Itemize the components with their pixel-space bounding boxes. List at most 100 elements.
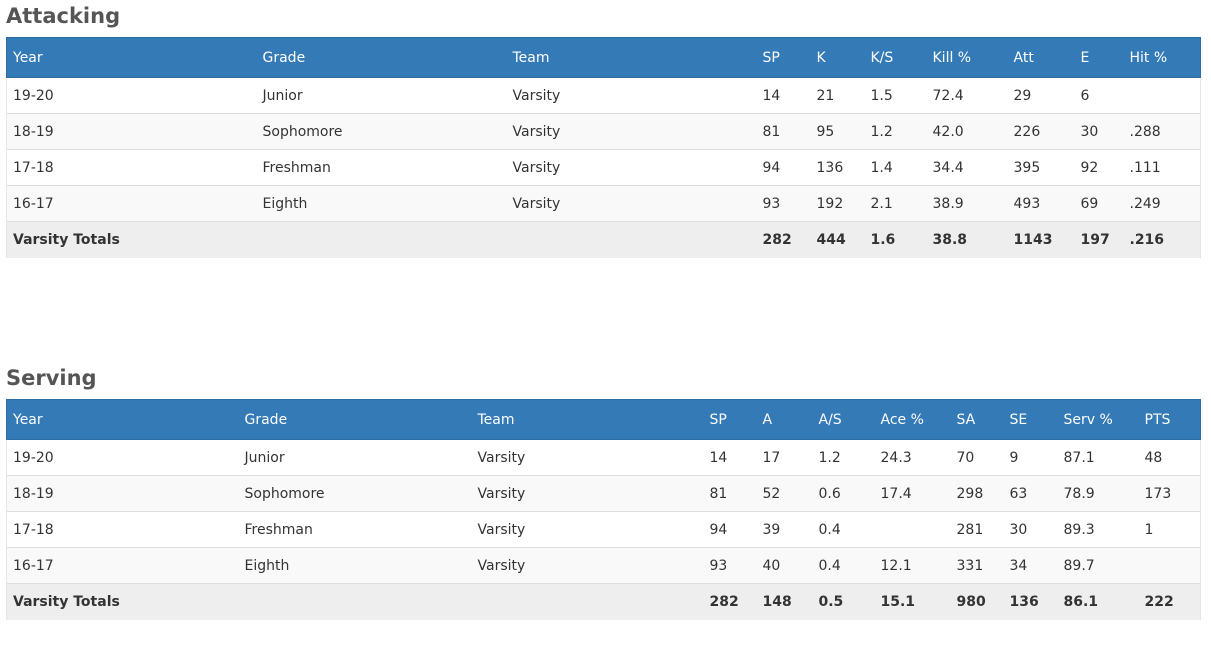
section-title: Serving bbox=[6, 366, 97, 390]
totals-label: Varsity Totals bbox=[6, 221, 257, 258]
totals-cell: 444 bbox=[810, 221, 865, 258]
column-header[interactable]: Hit % bbox=[1123, 37, 1201, 78]
table-cell: 1.5 bbox=[870, 87, 893, 104]
table-cell: 17-18 bbox=[6, 511, 239, 548]
totals-cell: .216 bbox=[1123, 221, 1201, 258]
totals-cell: 980 bbox=[950, 583, 1004, 620]
column-header[interactable]: PTS bbox=[1138, 399, 1201, 440]
column-header[interactable]: SE bbox=[1003, 399, 1058, 440]
totals-label: Varsity Totals bbox=[6, 583, 239, 620]
table-cell: 95 bbox=[810, 113, 865, 150]
table-cell: 331 bbox=[950, 547, 1004, 584]
column-header[interactable]: Year bbox=[6, 399, 239, 440]
table-cell: 19-20 bbox=[6, 439, 239, 476]
totals-cell: 86.1 bbox=[1057, 583, 1139, 620]
table-cell: Varsity bbox=[471, 547, 704, 584]
table-cell: Sophomore bbox=[256, 113, 507, 150]
section-title: Attacking bbox=[6, 4, 121, 28]
column-header[interactable]: Grade bbox=[238, 399, 472, 440]
table-cell: 298 bbox=[950, 475, 1004, 512]
totals-cell: 15.1 bbox=[874, 583, 951, 620]
column-header[interactable]: Grade bbox=[256, 37, 507, 78]
totals-cell: 148 bbox=[756, 583, 813, 620]
table-cell: 38.9 bbox=[926, 185, 1008, 222]
totals-cell: 0.5 bbox=[812, 583, 875, 620]
table-cell: 92 bbox=[1074, 149, 1124, 186]
column-header[interactable]: SP bbox=[703, 399, 757, 440]
table-cell: Eighth bbox=[238, 547, 472, 584]
column-header[interactable]: A/S bbox=[812, 399, 875, 440]
column-header[interactable]: Kill % bbox=[926, 37, 1008, 78]
table-cell: 1.4 bbox=[864, 149, 927, 186]
column-header[interactable]: E bbox=[1074, 37, 1124, 78]
table-cell: 24.3 bbox=[880, 449, 912, 466]
table-cell: 136 bbox=[810, 149, 865, 186]
totals-cell: 136 bbox=[1003, 583, 1058, 620]
table-cell: .288 bbox=[1123, 113, 1201, 150]
column-header[interactable]: Ace % bbox=[874, 399, 951, 440]
totals-cell: 282 bbox=[703, 583, 757, 620]
totals-cell bbox=[256, 221, 507, 258]
table-cell: 72.4 bbox=[932, 87, 964, 104]
table-row: 16-17 Eighth Varsity 93 40 0.4 12.1 331 … bbox=[6, 547, 1201, 584]
table-cell: 17 bbox=[762, 449, 781, 466]
table-cell: 48 bbox=[1138, 439, 1201, 476]
table-cell: 89.7 bbox=[1057, 547, 1139, 584]
table-cell: Varsity bbox=[471, 475, 704, 512]
totals-cell: 282 bbox=[756, 221, 811, 258]
table-cell: 42.0 bbox=[926, 113, 1008, 150]
column-header[interactable]: K bbox=[810, 37, 865, 78]
column-header[interactable]: Year bbox=[6, 37, 257, 78]
table-row: 16-17 Eighth Varsity 93 192 2.1 38.9 493… bbox=[6, 185, 1201, 222]
column-header[interactable]: SA bbox=[950, 399, 1004, 440]
table-header-row: Year Grade Team SP A A/S Ace % SA SE Ser… bbox=[6, 399, 1201, 440]
totals-cell bbox=[471, 583, 704, 620]
table-cell: 281 bbox=[950, 511, 1004, 548]
table-cell: 93 bbox=[703, 547, 757, 584]
table-row: 18-19 Sophomore Varsity 81 95 1.2 42.0 2… bbox=[6, 113, 1201, 150]
table-cell: 16-17 bbox=[6, 185, 257, 222]
totals-cell: 38.8 bbox=[926, 221, 1008, 258]
column-header[interactable]: SP bbox=[756, 37, 811, 78]
table-cell: 94 bbox=[703, 511, 757, 548]
table-cell: 70 bbox=[956, 449, 975, 466]
table-cell: 18-19 bbox=[6, 113, 257, 150]
totals-cell: 222 bbox=[1138, 583, 1201, 620]
column-header[interactable]: Serv % bbox=[1057, 399, 1139, 440]
table-cell: Varsity bbox=[506, 113, 757, 150]
table-cell: 93 bbox=[756, 185, 811, 222]
column-header[interactable]: Team bbox=[506, 37, 757, 78]
table-row: 17-18 Freshman Varsity 94 39 0.4 281 30 … bbox=[6, 511, 1201, 548]
table-cell: 9 bbox=[1009, 449, 1019, 466]
table-cell: Varsity bbox=[506, 185, 757, 222]
table-header-row: Year Grade Team SP K K/S Kill % Att E Hi… bbox=[6, 37, 1201, 78]
table-cell: 87.1 bbox=[1063, 449, 1095, 466]
totals-row: Varsity Totals 282 148 0.5 15.1 980 136 … bbox=[6, 583, 1201, 620]
table-cell: Freshman bbox=[238, 511, 472, 548]
table-cell: Eighth bbox=[256, 185, 507, 222]
table-cell: 226 bbox=[1007, 113, 1075, 150]
table-cell: 0.4 bbox=[812, 511, 875, 548]
column-header[interactable]: Team bbox=[471, 399, 704, 440]
totals-row: Varsity Totals 282 444 1.6 38.8 1143 197… bbox=[6, 221, 1201, 258]
table-cell: 30 bbox=[1003, 511, 1058, 548]
table-cell: 0.4 bbox=[812, 547, 875, 584]
table-cell: 81 bbox=[703, 475, 757, 512]
table-cell: 14 bbox=[709, 449, 728, 466]
table-cell: 14 bbox=[762, 87, 781, 104]
table-cell: 12.1 bbox=[874, 547, 951, 584]
table-row: 19-20 Junior Varsity 14 17 1.2 24.3 70 9… bbox=[6, 439, 1201, 476]
column-header[interactable]: Att bbox=[1007, 37, 1075, 78]
table-cell bbox=[1138, 547, 1201, 584]
column-header[interactable]: K/S bbox=[864, 37, 927, 78]
column-header[interactable]: A bbox=[756, 399, 813, 440]
totals-cell: 1143 bbox=[1007, 221, 1075, 258]
serving-section: Serving Year Grade Team SP A A/S Ace % S… bbox=[6, 362, 1201, 620]
table-cell: Freshman bbox=[256, 149, 507, 186]
table-cell: Varsity bbox=[506, 149, 757, 186]
table-cell: 16-17 bbox=[6, 547, 239, 584]
table-cell: 1.2 bbox=[864, 113, 927, 150]
table-cell: 63 bbox=[1003, 475, 1058, 512]
table-cell: Sophomore bbox=[238, 475, 472, 512]
table-cell: 18-19 bbox=[6, 475, 239, 512]
